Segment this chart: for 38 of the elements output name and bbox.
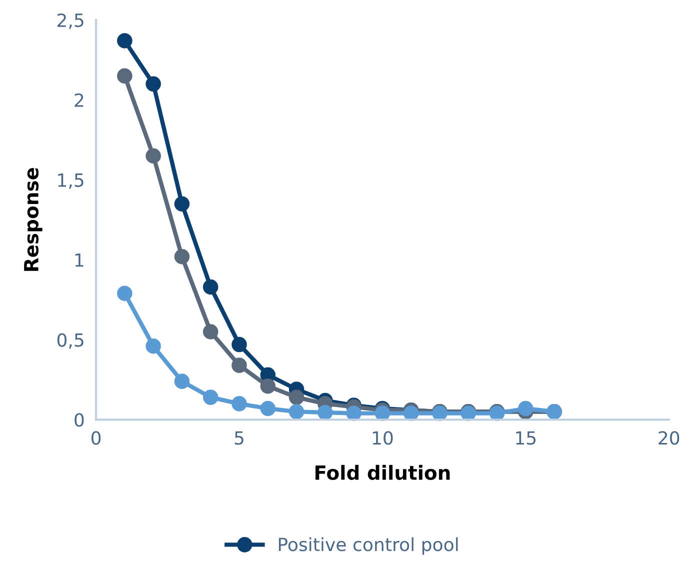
point — [232, 358, 247, 373]
point — [146, 338, 161, 354]
x-tick-label: 0 — [91, 431, 101, 445]
y-axis-title: Response — [24, 168, 42, 271]
y-tick-label: 2,5 — [58, 13, 84, 29]
x-axis-title: Fold dilution — [315, 464, 450, 480]
y-tick-label: 0 — [74, 413, 84, 427]
y-tick-label: 1 — [75, 254, 84, 267]
x-tick-label: 10 — [372, 431, 393, 445]
point — [174, 248, 190, 264]
point — [260, 400, 276, 416]
point — [146, 148, 161, 164]
point — [518, 400, 534, 416]
point — [288, 390, 304, 405]
y-tick-label: 2 — [74, 93, 84, 107]
point — [318, 404, 333, 420]
point — [202, 324, 218, 340]
point — [117, 286, 132, 302]
point — [260, 378, 276, 394]
point — [202, 279, 218, 295]
x-tick-label: 5 — [234, 431, 244, 445]
point — [232, 396, 247, 412]
point — [146, 76, 161, 92]
point — [117, 68, 132, 84]
x-tick-label: 20 — [658, 431, 680, 445]
point — [202, 390, 218, 405]
point — [374, 406, 390, 421]
point — [403, 406, 419, 421]
point — [174, 374, 190, 389]
point — [346, 406, 362, 421]
y-tick-label: 0,5 — [57, 333, 84, 349]
y-tick-label: 1,5 — [58, 174, 84, 189]
point — [117, 33, 132, 48]
x-tick-label: 15 — [516, 431, 536, 445]
legend-label: Positive control pool — [278, 537, 458, 555]
point — [232, 336, 247, 352]
point — [288, 404, 304, 420]
point — [174, 196, 190, 212]
